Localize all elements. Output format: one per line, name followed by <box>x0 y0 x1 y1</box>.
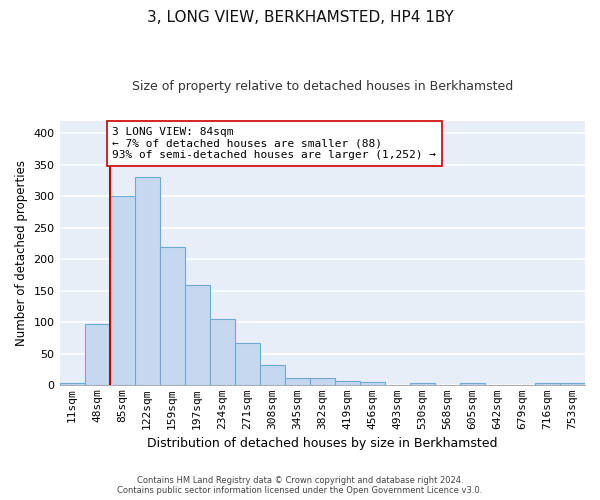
Bar <box>160 246 185 386</box>
Title: Size of property relative to detached houses in Berkhamsted: Size of property relative to detached ho… <box>131 80 513 93</box>
X-axis label: Distribution of detached houses by size in Berkhamsted: Distribution of detached houses by size … <box>147 437 497 450</box>
Bar <box>560 384 585 386</box>
Bar <box>85 324 110 386</box>
Bar <box>410 383 435 386</box>
Bar <box>460 383 485 386</box>
Bar <box>185 284 209 386</box>
Bar <box>59 384 85 386</box>
Bar <box>134 178 160 386</box>
Bar <box>285 378 310 386</box>
Bar <box>209 319 235 386</box>
Text: 3, LONG VIEW, BERKHAMSTED, HP4 1BY: 3, LONG VIEW, BERKHAMSTED, HP4 1BY <box>146 10 454 25</box>
Bar <box>310 378 335 386</box>
Bar <box>260 364 285 386</box>
Y-axis label: Number of detached properties: Number of detached properties <box>15 160 28 346</box>
Text: Contains HM Land Registry data © Crown copyright and database right 2024.
Contai: Contains HM Land Registry data © Crown c… <box>118 476 482 495</box>
Bar <box>535 383 560 386</box>
Bar <box>335 381 360 386</box>
Text: 3 LONG VIEW: 84sqm
← 7% of detached houses are smaller (88)
93% of semi-detached: 3 LONG VIEW: 84sqm ← 7% of detached hous… <box>112 127 436 160</box>
Bar <box>110 196 134 386</box>
Bar <box>360 382 385 386</box>
Bar <box>235 343 260 386</box>
